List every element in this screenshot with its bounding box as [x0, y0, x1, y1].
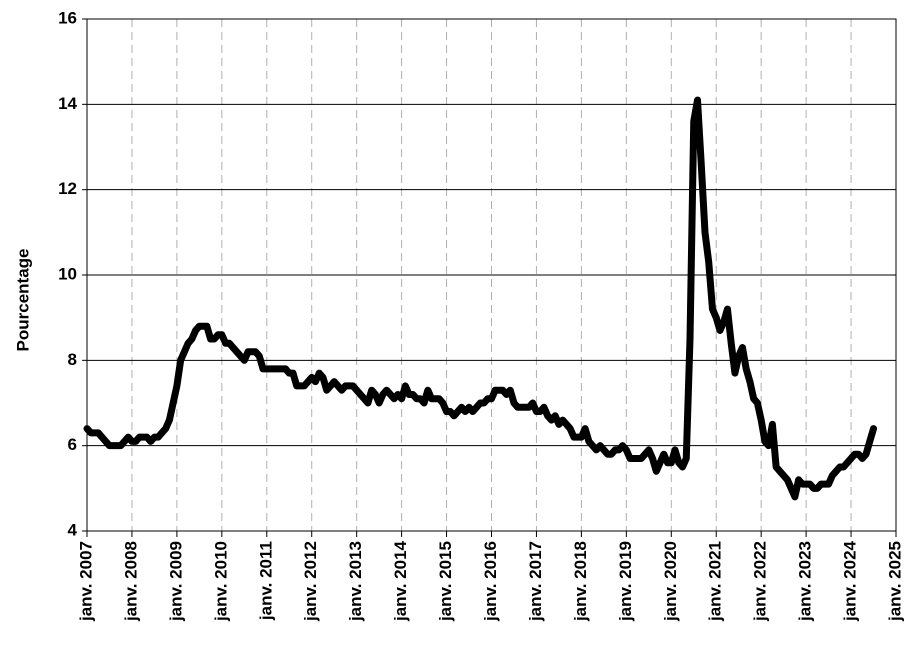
y-tick-label: 16: [58, 8, 77, 27]
x-tick-label: janv. 2015: [436, 541, 455, 622]
x-tick-label: janv. 2014: [391, 540, 410, 622]
series-line: [83, 96, 878, 501]
y-tick-label: 10: [58, 264, 77, 283]
x-tick-label: janv. 2009: [166, 541, 185, 622]
y-tick-label: 8: [68, 350, 77, 369]
x-tick-label: janv. 2013: [346, 541, 365, 622]
x-tick-label: janv. 2025: [885, 541, 904, 622]
y-tick-label: 14: [58, 94, 77, 113]
x-tick-label: janv. 2016: [481, 541, 500, 622]
x-tick-label: janv. 2019: [616, 541, 635, 622]
y-tick-label: 6: [68, 435, 77, 454]
x-tick-label: janv. 2018: [571, 541, 590, 622]
y-axis-label: Pourcentage: [13, 249, 32, 352]
x-tick-label: janv. 2022: [751, 541, 770, 622]
x-tick-label: janv. 2011: [256, 541, 275, 621]
x-tick-label: janv. 2012: [301, 541, 320, 622]
y-tick-label: 4: [68, 520, 78, 539]
x-tick-label: janv. 2017: [526, 541, 545, 622]
x-tick-label: janv. 2023: [796, 541, 815, 622]
x-tick-label: janv. 2021: [706, 541, 725, 622]
x-tick-label: janv. 2008: [121, 541, 140, 622]
x-tick-label: janv. 2007: [76, 541, 95, 622]
y-tick-label: 12: [58, 179, 77, 198]
x-tick-label: janv. 2020: [661, 541, 680, 622]
plot-border: [86, 18, 897, 532]
x-tick-label: janv. 2024: [841, 540, 860, 622]
x-tick-label: janv. 2010: [211, 541, 230, 622]
